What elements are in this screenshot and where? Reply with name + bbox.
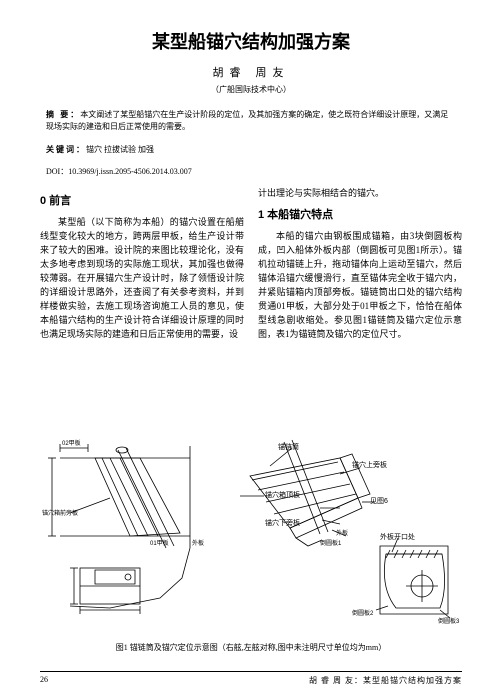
doi-value: 10.3969/j.issn.2095-4506.2014.03.007 (68, 167, 192, 176)
left-column: 0 前言 某型船（以下简称为本船）的锚穴设置在船艏线型变化较大的地方，跨两层甲板… (40, 187, 244, 343)
fig-label-front-side: 锚穴箱前旁板 (42, 508, 78, 517)
body-columns: 0 前言 某型船（以下简称为本船）的锚穴设置在船艏线型变化较大的地方，跨两层甲板… (40, 187, 462, 343)
paper-title: 某型船锚穴结构加强方案 (40, 28, 462, 54)
abstract: 摘 要：本文阐述了某型船锚穴在生产设计阶段的定位，及其加强方案的确定，使之既符合… (46, 109, 456, 134)
figure-1-caption: 图1 锚链筒及锚穴定位示意图（右舷,左舷对称,图中未注明尺寸单位均为mm） (0, 642, 502, 653)
fig-label-shell-2: 外板 (192, 538, 204, 547)
fig-label-top-plate: 锚穴箱顶板 (265, 490, 300, 500)
fig-label-shell-opening: 外板开口处 (380, 532, 415, 542)
page-footer: 26 胡 睿 周 友：某型船锚穴结构加强方案 (40, 671, 462, 686)
footer-right: 胡 睿 周 友：某型船锚穴结构加强方案 (309, 675, 462, 686)
fig-label-round3: 倒圆板3 (438, 616, 459, 625)
fig-label-shell-1: 外板 (336, 528, 348, 537)
page-number: 26 (40, 675, 48, 686)
authors: 胡睿 周友 (40, 64, 462, 80)
keywords-label: 关键词： (46, 145, 86, 154)
section-1-head: 1 本船锚穴特点 (258, 207, 462, 224)
doi-line: DOI：10.3969/j.issn.2095-4506.2014.03.007 (46, 166, 456, 177)
fig-label-see-fig6: 见图6 (370, 496, 388, 506)
abstract-label: 摘 要： (46, 110, 80, 119)
fig-label-02deck: 02甲板 (62, 438, 81, 447)
section-0-p2: 计出理论与实际相结合的锚穴。 (258, 187, 462, 201)
section-1-p1: 本船的锚穴由钢板围成锚箱，由3块倒圆板构成，凹入船体外板内部（倒圆板可见图1所示… (258, 230, 462, 342)
fig-label-hawsepipe: 锚链筒 (278, 442, 299, 452)
fig-label-upper-side: 锚穴上旁板 (352, 460, 387, 470)
fig-label-round1: 倒圆板1 (320, 538, 341, 547)
keywords: 关键词：锚穴 拉拔试验 加强 (46, 144, 456, 156)
keywords-text: 锚穴 拉拔试验 加强 (86, 145, 154, 154)
affiliation: （广船国际技术中心） (40, 84, 462, 95)
fig-label-01deck: 01甲板 (150, 538, 169, 547)
right-column: 计出理论与实际相结合的锚穴。 1 本船锚穴特点 本船的锚穴由钢板围成锚箱，由3块… (258, 187, 462, 343)
figure-1: 02甲板 01甲板 锚链筒 锚穴上旁板 锚穴箱前旁板 锚穴箱顶板 锚穴下旁板 见… (40, 438, 462, 638)
abstract-text: 本文阐述了某型船锚穴在生产设计阶段的定位，及其加强方案的确定，使之既符合详细设计… (46, 110, 448, 131)
section-0-p1: 某型船（以下简称为本船）的锚穴设置在船艏线型变化较大的地方，跨两层甲板，给生产设… (40, 216, 244, 341)
fig-label-lower-side: 锚穴下旁板 (265, 518, 300, 528)
fig-label-round2: 倒圆板2 (352, 608, 373, 617)
doi-label: DOI： (46, 167, 68, 176)
section-0-head: 0 前言 (40, 193, 244, 210)
